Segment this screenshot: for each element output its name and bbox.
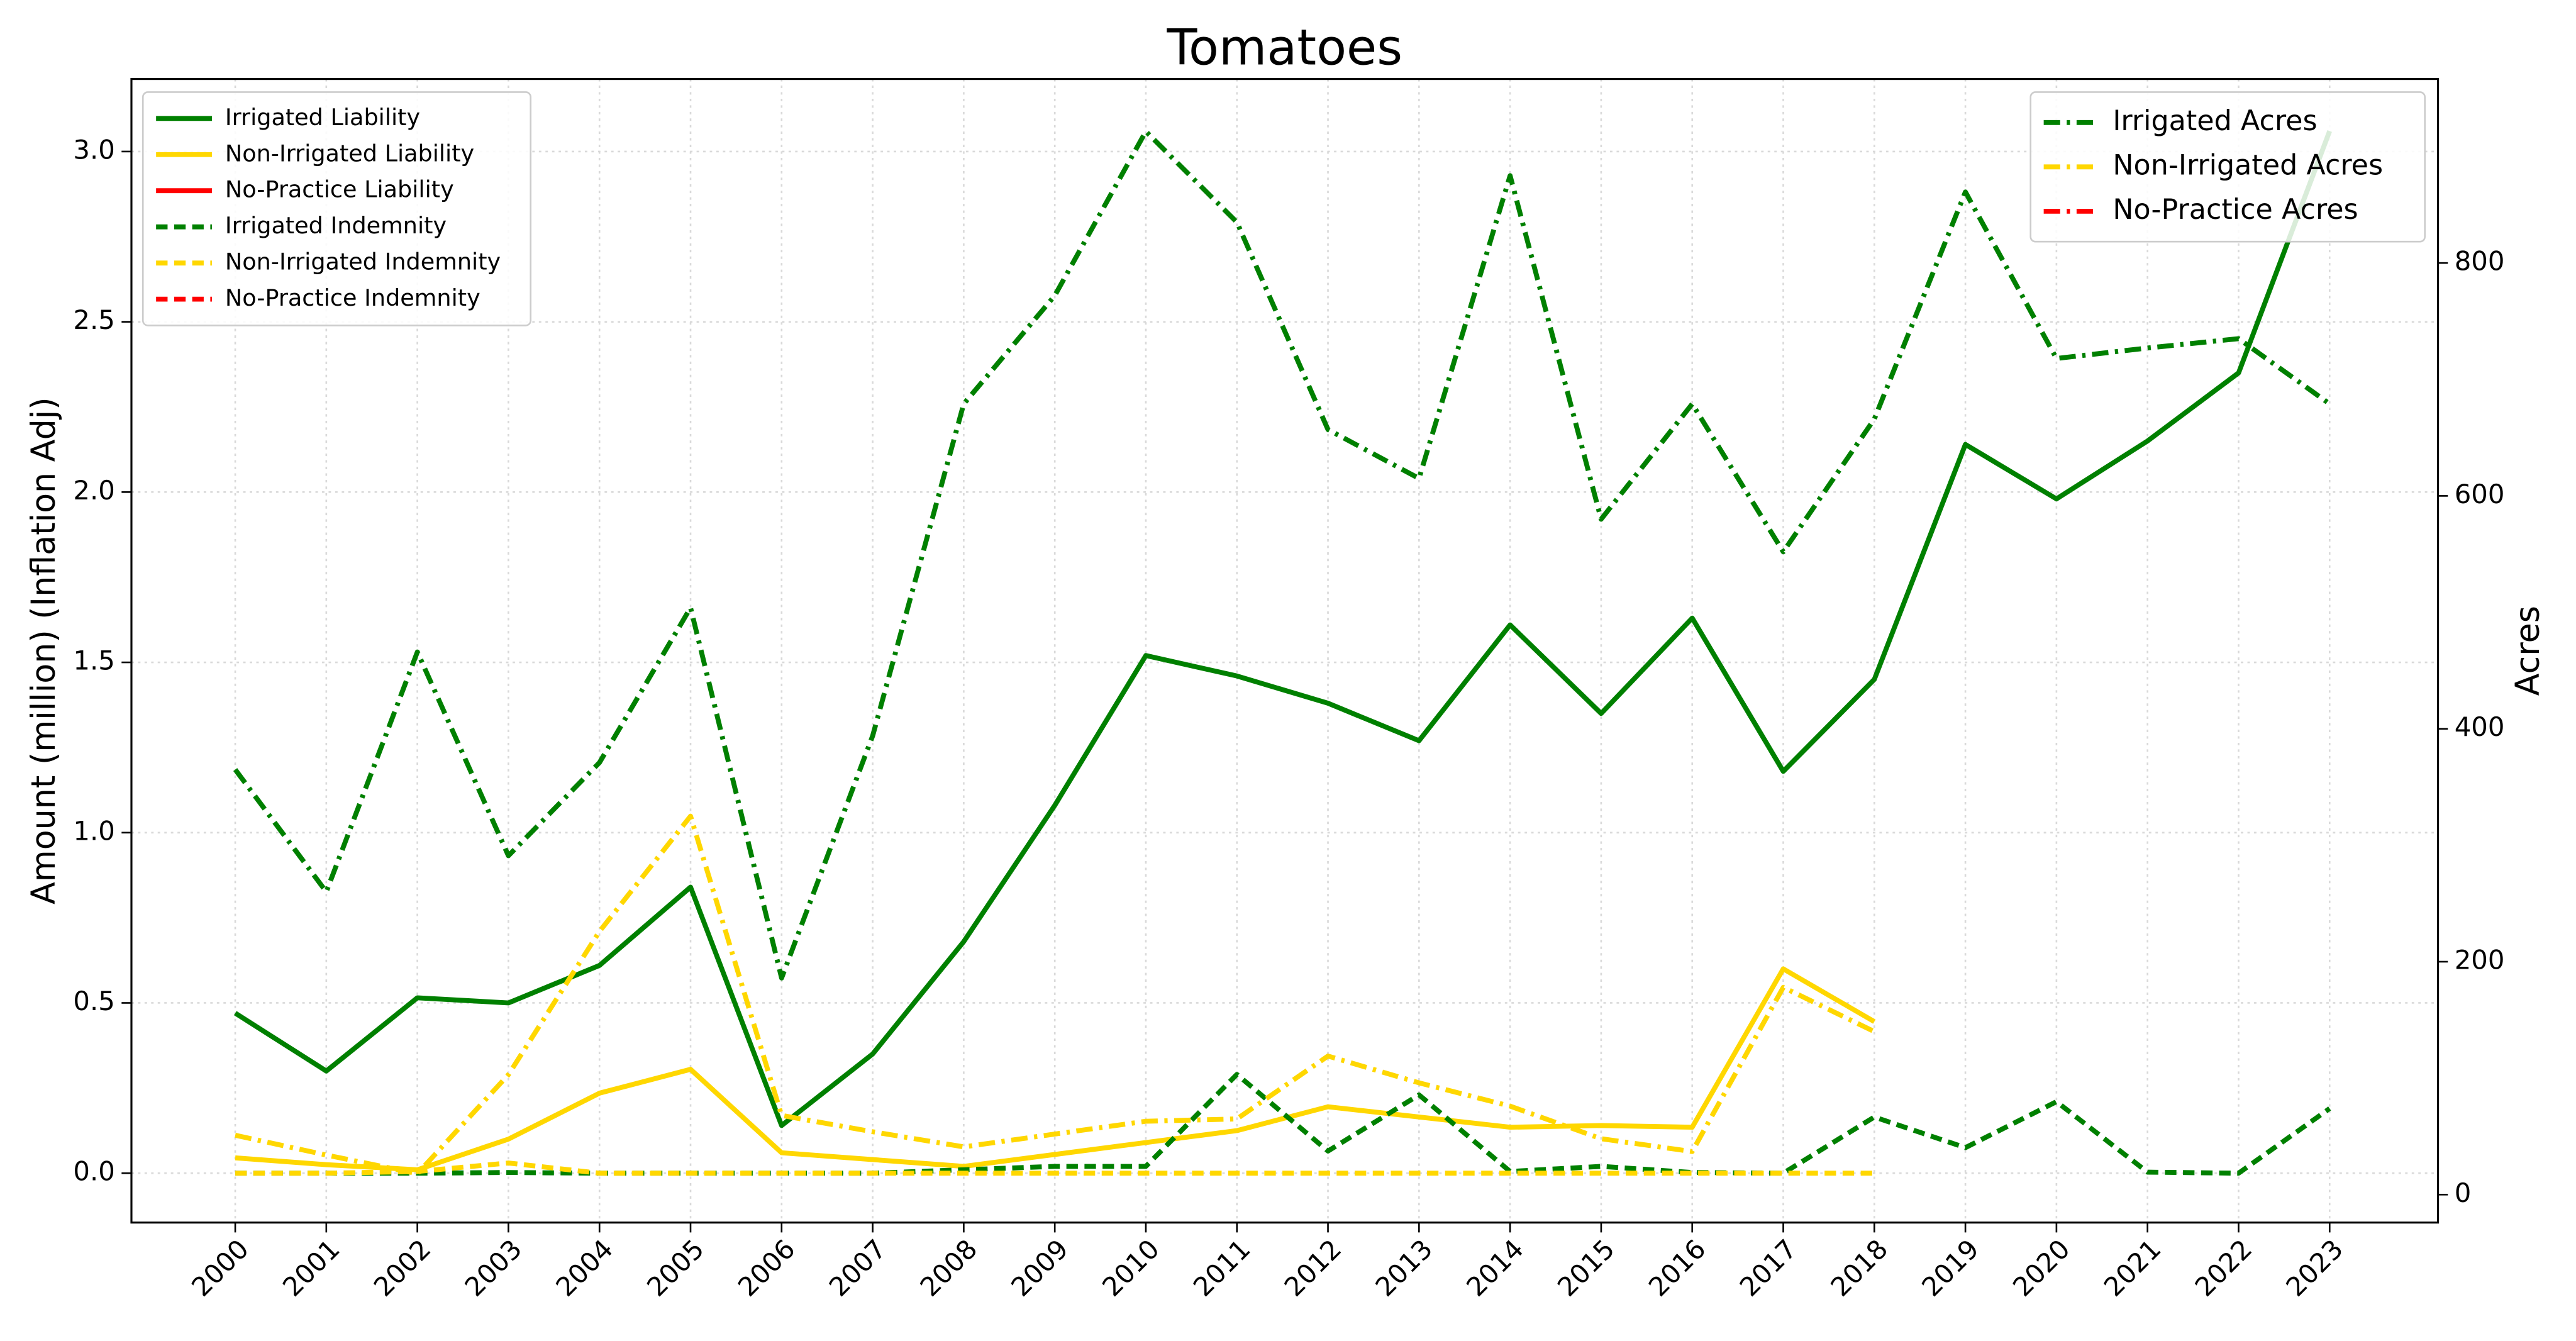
y2-tick-label: 0 [2455,1177,2472,1208]
y2-tick-label: 800 [2455,246,2505,277]
legend-label: No-Practice Acres [2112,194,2358,226]
y-tick-label: 3.0 [73,134,114,165]
y-tick-label: 0.5 [73,986,114,1016]
y2-tick-label: 400 [2455,711,2505,742]
legend-label: Irrigated Liability [225,104,420,131]
y-axis-label: Amount (million) (Inflation Adj) [25,397,63,904]
y-tick-label: 0.0 [73,1156,114,1187]
legend-label: Irrigated Indemnity [225,212,447,239]
line-series [235,966,1876,1172]
line-series [235,1160,1875,1176]
legend-label: Non-Irrigated Indemnity [225,248,501,275]
y-tick-label: 1.0 [73,815,114,846]
y2-tick-label: 600 [2455,479,2505,509]
plot-frame [130,78,2440,1224]
legend-label: Non-Irrigated Acres [2112,149,2383,181]
legend: Irrigated Acres Non-Irrigated Acres No-Pra… [2029,91,2426,243]
chart-title: Tomatoes [1167,19,1403,77]
legend-box [2029,91,2426,243]
legend-label: Irrigated Acres [2112,105,2317,137]
y-tick-label: 2.5 [73,304,114,335]
legend-label: Non-Irrigated Liability [225,140,474,167]
line-series [233,128,2331,981]
y2-tick-label: 200 [2455,944,2505,975]
legend: Irrigated Liability Non-Irrigated Liabili… [142,91,532,326]
line-series [235,813,1876,1176]
y2-axis-label: Acres [2509,606,2547,696]
legend-label: No-Practice Liability [225,176,454,203]
y-tick-label: 1.5 [73,645,114,676]
line-series [233,130,2332,1128]
legend-box [142,91,532,326]
legend-label: No-Practice Indemnity [225,284,480,311]
y-tick-label: 2.0 [73,475,114,506]
